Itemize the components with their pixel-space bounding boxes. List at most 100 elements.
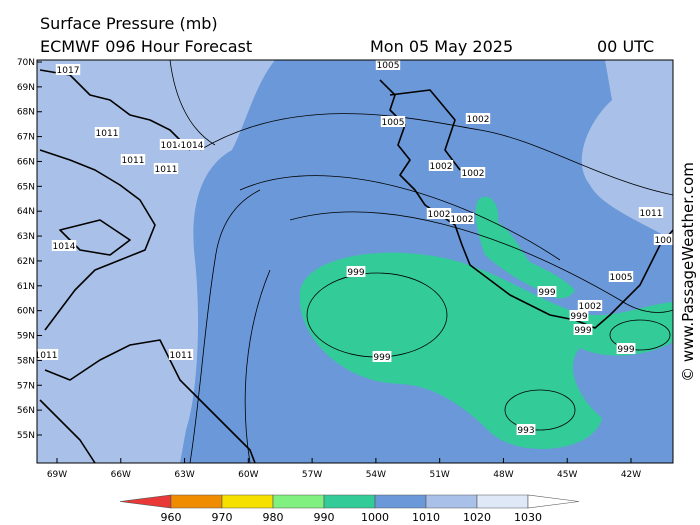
lat-label: 70N [17,58,35,68]
watermark: © www.PassageWeather.com [679,162,697,382]
isobar-label: 1008 [655,236,678,246]
coastline [44,339,256,463]
isobar-label-box [616,343,636,354]
isobar-label-box [608,271,634,282]
isobar-label-box [460,167,486,178]
isobar-label-box [55,64,81,75]
colorbar-segment [476,494,529,509]
isobar-label: 993 [517,426,534,436]
lon-label: 69W [47,470,67,480]
colorbar-segment [323,494,376,509]
colorbar-segment [374,494,427,509]
isobar-label-box [428,160,454,171]
pressure-field [475,196,575,299]
isobar-label-box [537,286,557,297]
lon-label: 45W [557,470,577,480]
isobar-label-box [465,113,491,124]
coastline [39,399,96,463]
isobar-label: 1011 [640,209,663,219]
colorbar-label: 1010 [412,511,440,524]
isobar-label-box [577,300,603,311]
isobar-label: 1002 [430,162,453,172]
isobar [169,60,216,146]
colorbar: 960 970 980 990 1000 1010 1020 1030 [119,494,580,524]
colorbar-segment [425,494,478,509]
isobar-label: 999 [574,326,591,336]
lat-label: 58N [17,356,35,366]
isobar-label: 1005 [377,61,400,71]
isobar-label: 1017 [57,66,80,76]
lon-label: 51W [429,470,449,480]
lat-label: 69N [17,83,35,93]
isobar-label-box [37,349,59,360]
lat-label: 62N [17,257,35,267]
coastline [379,79,673,329]
isobar-label: 1014 [161,141,184,151]
colorbar-label: 970 [212,511,233,524]
lon-label: 63W [174,470,194,480]
lat-label: 61N [17,282,35,292]
title: Surface Pressure (mb) [40,14,218,33]
isobar [609,319,671,351]
lon-label: 48W [493,470,513,480]
lat-label: 55N [17,431,35,441]
isobar-label-box [569,310,589,321]
colorbar-segment [170,494,223,509]
pressure-field [581,60,673,240]
isobar [289,211,673,313]
lat-label: 60N [17,307,35,317]
lat-label: 66N [17,157,35,167]
colorbar-label: 1030 [514,511,542,524]
isobar-label: 1005 [382,118,405,128]
isobar-label-box [516,424,536,435]
lat-label: 64N [17,207,35,217]
isobar-label-box [179,139,205,150]
isobar-label-box [449,213,475,224]
colorbar-label: 960 [161,511,182,524]
coastline [389,89,461,171]
lat-label: 56N [17,406,35,416]
colorbar-segment [272,494,325,509]
isobar-label: 1014 [181,141,204,151]
colorbar-label: 980 [263,511,284,524]
isobar [239,175,561,261]
map-frame [36,59,674,464]
isobar-label-box [168,349,194,360]
isobar-label: 1011 [122,156,145,166]
lon-label: 54W [366,470,386,480]
isobar-label-box [573,324,593,335]
lat-label: 63N [17,232,35,242]
isobar [244,269,271,463]
lat-label: 57N [17,381,35,391]
coastline [39,69,191,151]
lat-label: 59N [17,332,35,342]
isobar-label: 999 [617,345,634,355]
lat-label: 68N [17,108,35,118]
isobar-label: 1014 [53,242,76,252]
isobar-label-box [380,116,406,127]
coastline [59,219,131,256]
isobar-label: 999 [538,288,555,298]
isobar [199,113,673,196]
isobar-label: 1011 [155,165,178,175]
colorbar-label: 1020 [463,511,491,524]
isobar-label: 999 [347,268,364,278]
isobar-label: 1011 [170,351,193,361]
isobar-label: 999 [570,312,587,322]
colorbar-segment [527,494,580,509]
lon-label: 60W [238,470,258,480]
isobar-label-box [346,266,366,277]
model: ECMWF 096 Hour Forecast [40,37,252,56]
lon-label: 42W [621,470,641,480]
isobar [189,189,261,463]
isobar-label: 1011 [96,129,119,139]
isobar-label-box [94,127,120,138]
lon-label: 66W [111,470,131,480]
isobar-label: 1005 [610,273,633,283]
coastline [39,149,156,331]
isobar-label-box [120,154,146,165]
lat-label: 65N [17,182,35,192]
isobar-label: 1002 [579,302,602,312]
